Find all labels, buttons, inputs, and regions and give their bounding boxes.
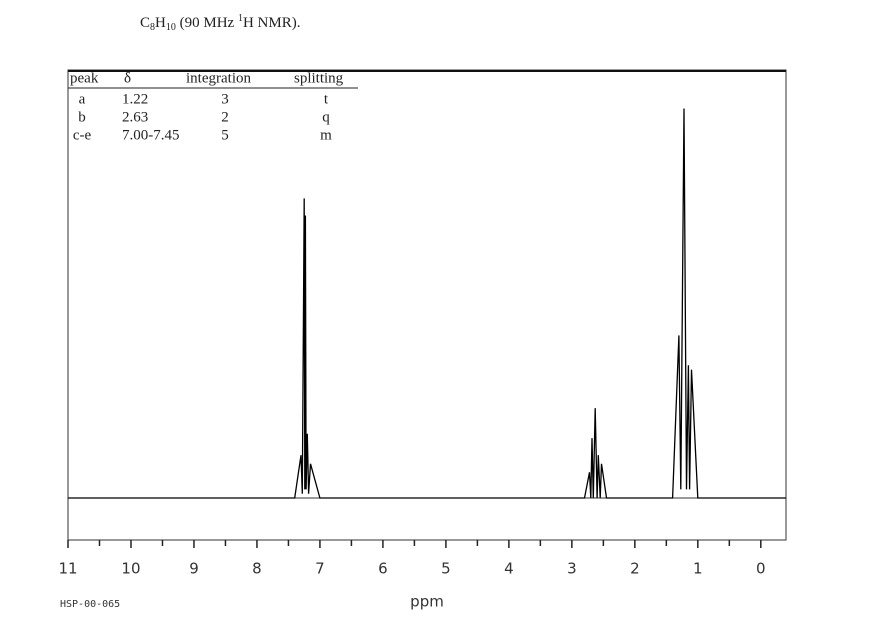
x-tick-label: 6 [378, 560, 388, 578]
table-cell: a [79, 91, 86, 107]
x-tick-label: 9 [189, 560, 199, 578]
table-cell: 1.22 [122, 91, 148, 107]
table-cell: c-e [73, 127, 92, 143]
x-tick-label: 3 [567, 560, 577, 578]
x-tick-label: 7 [315, 560, 325, 578]
table-header: integration [186, 70, 251, 86]
x-tick-label: 8 [252, 560, 262, 578]
title-part: 1 [238, 13, 243, 24]
title-part: 10 [166, 22, 176, 33]
table-header: splitting [294, 70, 344, 86]
x-tick-label: 5 [441, 560, 451, 578]
table-cell: b [78, 109, 86, 125]
x-axis-label: ppm [410, 593, 444, 611]
spectrum-code: HSP-00-065 [60, 599, 120, 610]
table-cell: t [324, 91, 329, 107]
x-tick-label: 0 [756, 560, 766, 578]
x-tick-label: 4 [504, 560, 514, 578]
x-tick-label: 1 [693, 560, 703, 578]
x-tick-label: 10 [121, 560, 140, 578]
table-cell: m [320, 127, 332, 143]
chart-title: C8H10 (90 MHz 1H NMR). [140, 13, 300, 33]
x-tick-label: 11 [58, 560, 77, 578]
table-header: peak [70, 70, 99, 86]
title-part: H [155, 15, 166, 31]
table-cell: 7.00-7.45 [122, 127, 180, 143]
table-header: δ [124, 70, 131, 86]
table-cell: 2.63 [122, 109, 148, 125]
title-part: (90 MHz [176, 15, 238, 31]
spectrum-line [68, 108, 786, 499]
title-part: 8 [150, 22, 155, 33]
table-cell: 3 [221, 91, 229, 107]
table-cell: 5 [221, 127, 229, 143]
title-part: H NMR). [243, 15, 301, 31]
x-tick-label: 2 [630, 560, 640, 578]
table-cell: q [322, 109, 330, 125]
title-part: C [140, 15, 150, 31]
table-cell: 2 [221, 109, 229, 125]
